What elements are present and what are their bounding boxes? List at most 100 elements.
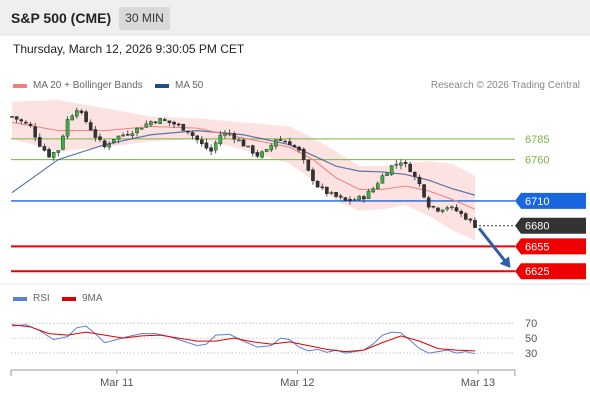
candle-body	[28, 123, 33, 126]
candle-body	[352, 199, 357, 201]
candle-body	[47, 149, 51, 158]
candle	[223, 130, 227, 139]
candle	[468, 218, 473, 224]
candle-body	[190, 132, 195, 136]
candle	[232, 131, 237, 144]
candle	[297, 146, 301, 153]
candle	[112, 139, 116, 145]
candle-body	[75, 110, 79, 117]
candle	[445, 205, 450, 212]
candle-body	[255, 152, 260, 157]
candle	[278, 135, 283, 141]
candle	[241, 138, 246, 147]
candle-body	[343, 197, 348, 201]
candle-body	[288, 141, 292, 146]
rsi-tick-30: 30	[525, 348, 537, 360]
candle	[149, 120, 153, 127]
candle-body	[186, 130, 190, 133]
candle-body	[334, 192, 338, 197]
candle-body	[135, 127, 139, 134]
candle	[315, 179, 320, 188]
candle	[320, 183, 325, 191]
candle-body	[269, 144, 274, 151]
candle-body	[158, 118, 162, 124]
candle-body	[70, 115, 74, 121]
candle	[61, 134, 65, 151]
candle-body	[209, 147, 213, 152]
candle-body	[88, 122, 93, 131]
candle-body	[167, 120, 172, 123]
candle-body	[139, 127, 144, 130]
candle-body	[329, 192, 334, 194]
candle	[250, 144, 255, 157]
candle-body	[450, 206, 454, 209]
candle-body	[172, 121, 176, 125]
candle	[181, 123, 186, 131]
candle	[209, 144, 213, 156]
candle-body	[371, 188, 375, 193]
rsi-tick-50: 50	[525, 333, 537, 345]
candle-body	[237, 139, 241, 142]
candle-body	[468, 218, 473, 221]
candle-body	[232, 133, 237, 140]
candle	[70, 114, 74, 121]
candle-body	[389, 165, 394, 175]
candle-body	[130, 133, 135, 137]
candle	[56, 150, 61, 157]
candle-body	[121, 134, 125, 137]
candle-body	[204, 142, 209, 149]
candle	[403, 159, 408, 168]
candle-body	[366, 190, 371, 199]
candle-body	[250, 145, 255, 154]
candle	[102, 139, 107, 149]
candle	[459, 209, 463, 218]
candle-body	[403, 162, 408, 164]
instrument-title: S&P 500 (CME)	[11, 10, 112, 26]
candle	[440, 209, 445, 214]
candle-body	[394, 163, 399, 166]
candle-body	[162, 119, 167, 121]
candle-body	[227, 132, 232, 135]
candle	[338, 193, 343, 200]
timeframe-badge[interactable]: 30 MIN	[119, 7, 170, 30]
candle	[436, 207, 440, 213]
candle-body	[144, 123, 149, 128]
ma9-legend-label: 9MA	[82, 293, 103, 304]
rsi-tick-70: 70	[525, 318, 537, 330]
rsi-series-9ma	[11, 324, 476, 353]
candle	[269, 143, 274, 153]
candle	[371, 186, 375, 194]
candle	[79, 109, 84, 115]
candle-body	[116, 135, 121, 140]
candle-body	[357, 195, 362, 201]
candle	[144, 120, 149, 128]
candle	[413, 170, 417, 181]
candle	[329, 191, 334, 195]
candle	[14, 116, 19, 123]
candle	[84, 109, 88, 124]
candle-body	[380, 175, 385, 184]
candle	[176, 122, 181, 127]
candle-body	[241, 139, 246, 147]
forecast-arrowhead	[499, 256, 511, 268]
candle-body	[181, 123, 186, 131]
candle	[417, 174, 422, 187]
candle	[357, 195, 362, 201]
candle-body	[463, 213, 468, 220]
candle	[264, 148, 269, 153]
support-label-6625: 6625	[525, 266, 549, 278]
support-label-box-6655	[515, 238, 586, 255]
copyright-text: Research © 2026 Trading Central	[430, 80, 580, 91]
candle-body	[445, 207, 450, 210]
candle-body	[19, 119, 24, 122]
candle-body	[112, 139, 116, 144]
candle	[450, 205, 454, 211]
candle-body	[213, 142, 218, 151]
candle	[19, 118, 24, 125]
candle	[135, 127, 139, 137]
candle-body	[176, 123, 181, 126]
candle-body	[413, 171, 417, 177]
x-tick-label: Mar 12	[280, 377, 314, 389]
candle-body	[274, 139, 278, 147]
candle	[167, 120, 172, 126]
